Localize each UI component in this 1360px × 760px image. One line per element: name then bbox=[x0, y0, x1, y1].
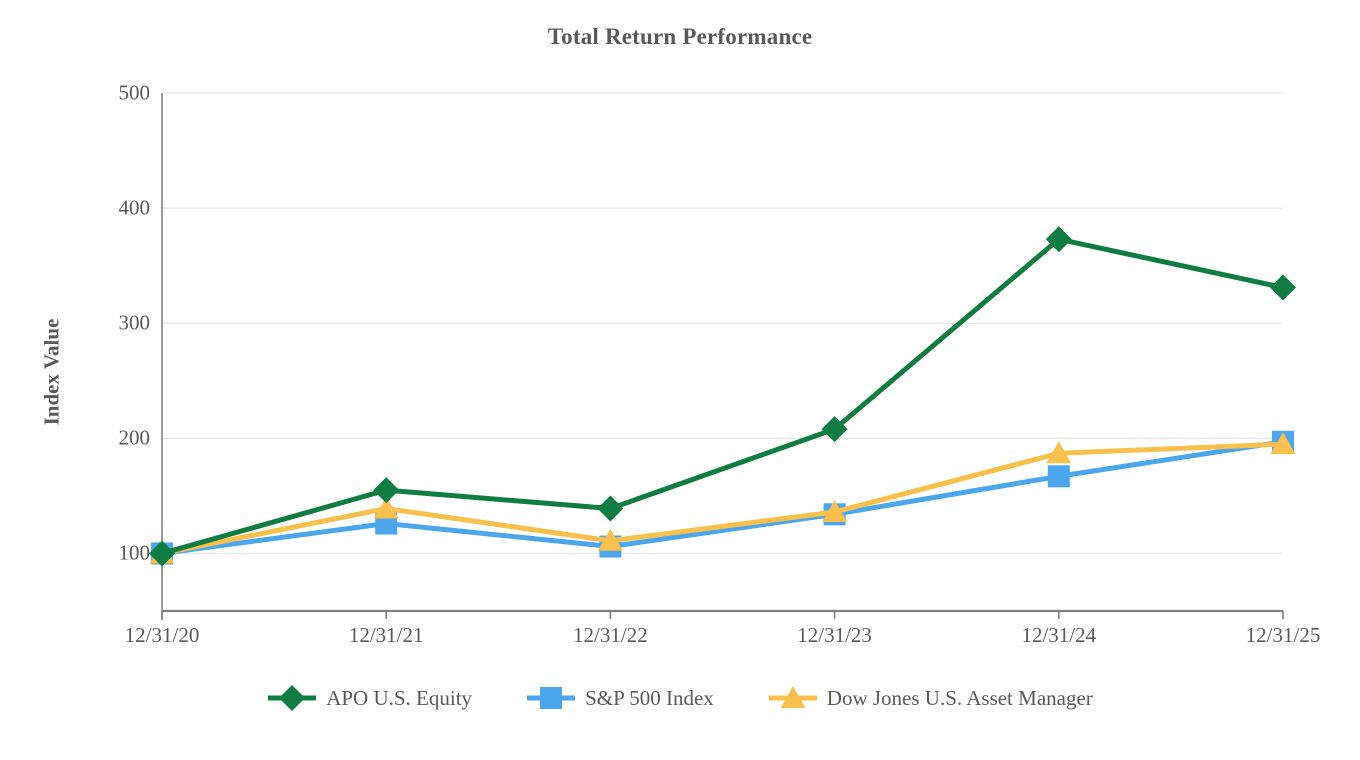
square-marker-12/31/24 bbox=[1047, 465, 1070, 488]
diamond-marker-12/31/20 bbox=[149, 540, 175, 567]
diamond-marker-12/31/25 bbox=[1270, 274, 1296, 301]
legend-diamond-marker bbox=[279, 685, 306, 711]
legend-item-dow-jones-u-s-asset-manager: Dow Jones U.S. Asset Manager bbox=[768, 684, 1093, 712]
triangle-marker-12/31/21 bbox=[373, 496, 399, 519]
x-tick-label-12/31/24: 12/31/24 bbox=[1021, 623, 1097, 647]
triangle-marker-12/31/24 bbox=[1046, 441, 1072, 464]
series-apo-u-s-equity bbox=[149, 226, 1296, 567]
diamond-marker-12/31/22 bbox=[597, 495, 624, 522]
y-tick-label-100: 100 bbox=[118, 540, 151, 565]
legend: APO U.S. Equity S&P 500 Index Dow Jones U.… bbox=[0, 684, 1360, 712]
x-tick-label-12/31/25: 12/31/25 bbox=[1245, 623, 1321, 647]
legend-label: APO U.S. Equity bbox=[326, 685, 473, 710]
triangle-marker-12/31/22 bbox=[597, 528, 623, 551]
y-tick-label-200: 200 bbox=[118, 425, 151, 450]
legend-square-marker bbox=[540, 687, 563, 709]
x-tick-label-12/31/21: 12/31/21 bbox=[348, 623, 424, 647]
series-line bbox=[159, 439, 1286, 556]
x-tick-label-12/31/22: 12/31/22 bbox=[573, 623, 648, 647]
series-line bbox=[159, 236, 1286, 556]
triangle-marker-12/31/23 bbox=[822, 500, 848, 523]
diamond-marker-icon bbox=[268, 685, 317, 711]
legend-label: S&P 500 Index bbox=[585, 685, 714, 710]
chart-title: Total Return Performance bbox=[547, 24, 813, 49]
series-line bbox=[159, 441, 1286, 556]
legend-item-s-p-500-index: S&P 500 Index bbox=[526, 684, 714, 712]
triangle-marker-icon bbox=[768, 686, 817, 708]
square-marker-icon bbox=[527, 687, 576, 709]
x-tick-label-12/31/23: 12/31/23 bbox=[797, 623, 872, 647]
diamond-marker-12/31/24 bbox=[1045, 226, 1072, 253]
y-tick-label-300: 300 bbox=[118, 310, 151, 335]
series-dow-jones-u-s-asset-manager bbox=[149, 432, 1296, 564]
legend-label: Dow Jones U.S. Asset Manager bbox=[826, 685, 1093, 710]
y-tick-label-500: 500 bbox=[118, 80, 151, 105]
legend-item-apo-u-s-equity: APO U.S. Equity bbox=[267, 684, 472, 712]
x-tick-label-12/31/20: 12/31/20 bbox=[124, 623, 200, 647]
diamond-marker-12/31/21 bbox=[373, 477, 400, 504]
triangle-marker-12/31/25 bbox=[1270, 432, 1296, 455]
legend-triangle-marker bbox=[780, 686, 806, 708]
diamond-marker-12/31/23 bbox=[821, 416, 848, 443]
y-tick-label-400: 400 bbox=[118, 195, 151, 220]
